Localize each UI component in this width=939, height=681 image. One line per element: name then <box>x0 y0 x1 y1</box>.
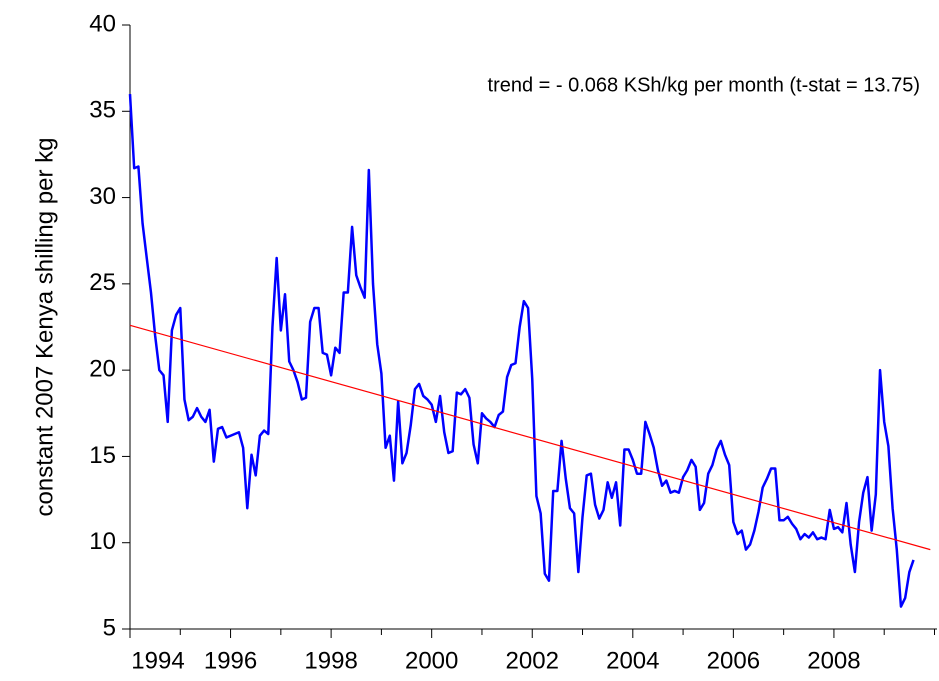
y-tick-label: 20 <box>89 355 116 382</box>
x-tick-label: 1998 <box>304 647 357 674</box>
x-tick-label: 1994 <box>131 647 184 674</box>
y-axis-label: constant 2007 Kenya shilling per kg <box>31 138 58 517</box>
x-tick-label: 2004 <box>606 647 659 674</box>
y-tick-label: 30 <box>89 183 116 210</box>
y-tick-label: 40 <box>89 10 116 37</box>
y-tick-label: 35 <box>89 97 116 124</box>
x-tick-label: 1996 <box>204 647 257 674</box>
x-tick-label: 2000 <box>405 647 458 674</box>
y-tick-label: 15 <box>89 442 116 469</box>
x-tick-label: 2008 <box>807 647 860 674</box>
y-tick-label: 10 <box>89 528 116 555</box>
x-tick-label: 2006 <box>707 647 760 674</box>
y-tick-label: 25 <box>89 269 116 296</box>
y-tick-label: 5 <box>103 614 116 641</box>
trend-line <box>129 324 931 551</box>
x-tick-label: 2002 <box>506 647 559 674</box>
trend-annotation: trend = - 0.068 KSh/kg per month (t-stat… <box>488 74 920 96</box>
price-line <box>128 93 915 608</box>
